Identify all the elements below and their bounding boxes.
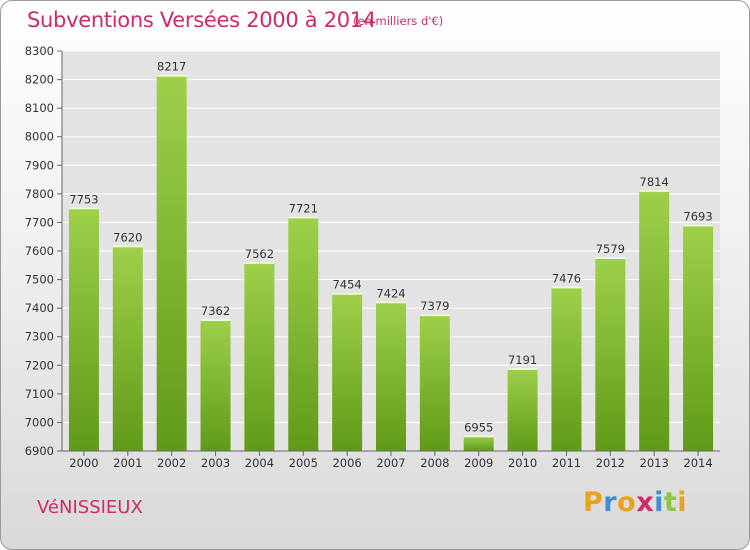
bar-2004 <box>244 261 275 451</box>
bar-2005 <box>288 216 319 451</box>
x-tick-label: 2012 <box>596 456 625 470</box>
bar-value-label: 7579 <box>596 242 625 256</box>
y-tick-label: 7500 <box>25 273 54 287</box>
bar-value-label: 7191 <box>508 353 537 367</box>
bar-2009 <box>463 435 494 451</box>
bar-2006 <box>332 292 363 451</box>
y-tick-label: 7700 <box>25 215 54 229</box>
bar-value-label: 7620 <box>113 230 142 244</box>
bar-value-label: 7562 <box>245 247 274 261</box>
bar-2011 <box>551 286 582 451</box>
x-tick-label: 2013 <box>640 456 669 470</box>
bar-2013 <box>639 189 670 451</box>
x-tick-label: 2008 <box>420 456 449 470</box>
bar-top-highlight <box>463 435 494 438</box>
y-tick-label: 7100 <box>25 387 54 401</box>
logo-letter: i <box>654 487 664 518</box>
bar-top-highlight <box>376 301 406 304</box>
bar-top-highlight <box>244 261 275 264</box>
x-tick-label: 2014 <box>683 456 712 470</box>
chart-title: Subventions Versées 2000 à 2014 <box>27 8 376 32</box>
y-tick-label: 7300 <box>25 330 54 344</box>
x-tick-label: 2001 <box>113 456 142 470</box>
y-tick-label: 7900 <box>25 158 54 172</box>
logo-letter: o <box>617 487 637 518</box>
bar-top-highlight <box>639 189 670 192</box>
bar-top-highlight <box>419 314 450 317</box>
bar-2002 <box>156 74 187 451</box>
bar-top-highlight <box>595 257 626 259</box>
bar-value-label: 7362 <box>201 304 230 318</box>
bar-value-label: 7721 <box>289 201 318 215</box>
x-tick-label: 2007 <box>376 456 405 470</box>
bar-2001 <box>112 245 143 451</box>
y-tick-label: 8200 <box>25 73 54 87</box>
bar-2012 <box>595 257 626 451</box>
bar-value-label: 7424 <box>376 286 405 300</box>
x-tick-label: 2002 <box>157 456 186 470</box>
y-tick-label: 8100 <box>25 101 54 115</box>
y-tick-label: 7600 <box>25 244 54 258</box>
x-axis: 2000 2001 2002 2003 2004 2005 2006 2007 2008 2009… <box>62 450 720 470</box>
chart-subtitle: (en milliers d'€) <box>353 14 444 28</box>
bar-value-label: 7693 <box>683 209 712 223</box>
x-tick-label: 2003 <box>201 456 230 470</box>
x-tick-label: 2010 <box>508 456 537 470</box>
bar-top-highlight <box>112 245 143 248</box>
bar-2007 <box>376 301 406 451</box>
y-tick-label: 7200 <box>25 358 54 372</box>
x-tick-label: 2009 <box>464 456 493 470</box>
bar-2003 <box>200 319 231 451</box>
bar-top-highlight <box>332 292 363 295</box>
x-tick-label: 2004 <box>245 456 274 470</box>
x-tick-label: 2006 <box>332 456 361 470</box>
proxiti-logo: Proxiti <box>583 487 687 518</box>
bar-value-label: 7814 <box>640 175 669 189</box>
bar-top-highlight <box>156 74 187 77</box>
bars: 7753 7620 8217 7362 7562 7721 7454 7424 7379 6955… <box>68 60 714 451</box>
bar-value-label: 7454 <box>332 278 361 292</box>
x-tick-label: 2000 <box>69 456 98 470</box>
bar-top-highlight <box>683 224 714 227</box>
bar-2010 <box>507 367 538 451</box>
bar-2014 <box>683 224 714 451</box>
bar-top-highlight <box>200 319 231 321</box>
bar-2000 <box>68 207 99 451</box>
bar-top-highlight <box>507 367 538 370</box>
x-tick-label: 2005 <box>289 456 318 470</box>
logo-letter: x <box>636 487 655 518</box>
bar-value-label: 7476 <box>552 271 581 285</box>
logo-letter: r <box>603 487 618 518</box>
logo-letter: i <box>677 487 688 518</box>
bar-top-highlight <box>551 286 582 289</box>
bar-value-label: 6955 <box>464 420 493 434</box>
commune-name: VéNISSIEUX <box>37 497 143 518</box>
bar-value-label: 7379 <box>420 299 449 313</box>
y-tick-label: 7000 <box>25 415 54 429</box>
bar-top-highlight <box>68 207 99 210</box>
y-tick-label: 8300 <box>25 44 54 58</box>
bar-2008 <box>419 314 450 451</box>
bar-value-label: 7753 <box>69 192 98 206</box>
y-tick-label: 8000 <box>25 130 54 144</box>
y-tick-label: 7800 <box>25 187 54 201</box>
y-tick-label: 6900 <box>25 444 54 458</box>
bar-top-highlight <box>288 216 319 219</box>
logo-letter: P <box>583 487 604 518</box>
bar-value-label: 8217 <box>157 60 186 74</box>
logo-letter: t <box>663 487 678 518</box>
x-tick-label: 2011 <box>552 456 581 470</box>
y-axis: 6900 7000 7100 7200 7300 7400 7500 7600 7700 7800… <box>25 44 63 458</box>
y-tick-label: 7400 <box>25 301 54 315</box>
